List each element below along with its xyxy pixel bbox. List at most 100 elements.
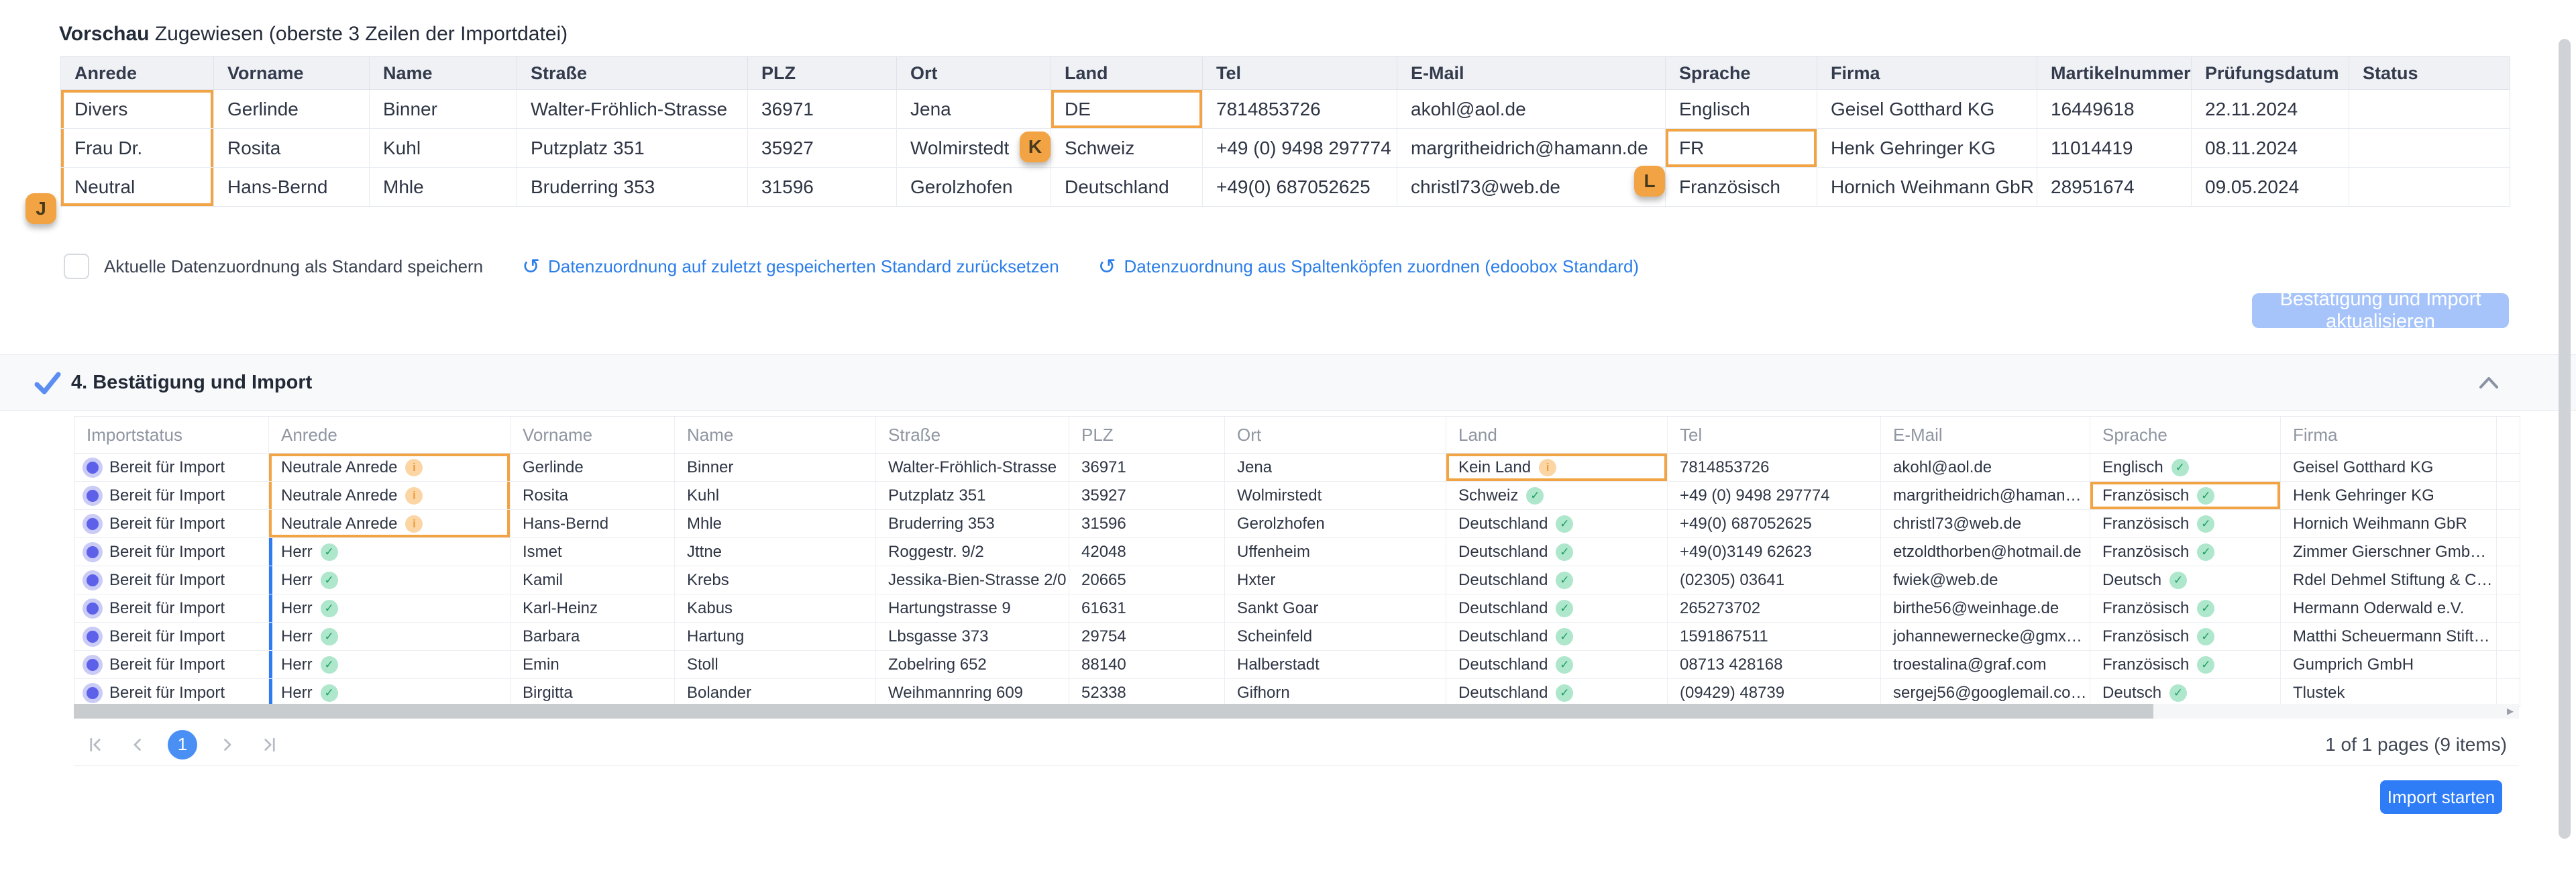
confirm-cell-email: akohl@aol.de bbox=[1881, 454, 2090, 482]
callout-badge-j: J bbox=[25, 193, 56, 224]
land-value: Deutschland bbox=[1458, 543, 1548, 562]
confirm-cell-strasse: Zobelring 652 bbox=[876, 651, 1069, 679]
confirm-cell-email: christl73@web.de bbox=[1881, 510, 2090, 538]
column-header: Importstatus bbox=[74, 417, 269, 454]
confirm-cell-status: Bereit für Import bbox=[74, 482, 269, 510]
confirm-cell-plz: 61631 bbox=[1069, 594, 1225, 623]
check-circle-icon: ✓ bbox=[2197, 487, 2214, 505]
anrede-value: Herr bbox=[281, 684, 313, 702]
pager-first-icon[interactable] bbox=[85, 735, 105, 755]
confirm-cell-firma: Zimmer Gierschner Gmb… bbox=[2281, 538, 2497, 566]
confirm-cell-ort: Sankt Goar bbox=[1225, 594, 1446, 623]
horizontal-scrollbar[interactable]: ▸ bbox=[74, 704, 2519, 719]
preview-cell: Gerolzhofen bbox=[897, 168, 1051, 206]
preview-cell: Hornich Weihmann GbR bbox=[1817, 168, 2037, 206]
column-header: PLZ bbox=[1069, 417, 1225, 454]
confirm-cell-status: Bereit für Import bbox=[74, 566, 269, 594]
confirm-section-header: 4. Bestätigung und Import bbox=[0, 354, 2576, 411]
confirm-cell-tel: (09429) 48739 bbox=[1668, 679, 1881, 707]
preview-cell bbox=[2349, 129, 2510, 168]
status-dot bbox=[87, 462, 99, 474]
pagination-bar: 1 1 of 1 pages (9 items) bbox=[74, 723, 2519, 766]
status-label: Bereit für Import bbox=[109, 486, 225, 505]
callout-badge-l: L bbox=[1634, 166, 1665, 197]
confirm-cell-ort: Scheinfeld bbox=[1225, 623, 1446, 651]
preview-cell: margritheidrich@hamann.de bbox=[1397, 129, 1666, 168]
pager-prev-icon[interactable] bbox=[128, 735, 148, 755]
scroll-right-arrow-icon[interactable]: ▸ bbox=[2507, 702, 2514, 719]
column-header: Status bbox=[2349, 57, 2510, 90]
land-value: Deutschland bbox=[1458, 571, 1548, 590]
preview-cell: Binner bbox=[370, 90, 517, 129]
check-circle-icon: ✓ bbox=[321, 628, 338, 645]
check-circle-icon: ✓ bbox=[321, 572, 338, 589]
chevron-up-icon[interactable] bbox=[2474, 368, 2504, 401]
confirm-cell-vorname: Birgitta bbox=[511, 679, 675, 707]
map-from-headers-link[interactable]: ↺ Datenzuordnung aus Spaltenköpfen zuord… bbox=[1098, 256, 1639, 277]
preview-cell: 09.05.2024 bbox=[2192, 168, 2349, 206]
column-header: Ort bbox=[897, 57, 1051, 90]
confirm-cell-plz: 20665 bbox=[1069, 566, 1225, 594]
confirm-cell-spacer bbox=[2497, 651, 2520, 679]
confirm-cell-strasse: Putzplatz 351 bbox=[876, 482, 1069, 510]
check-circle-icon: ✓ bbox=[2197, 515, 2214, 533]
confirm-cell-vorname: Barbara bbox=[511, 623, 675, 651]
confirm-cell-email: birthe56@weinhage.de bbox=[1881, 594, 2090, 623]
confirm-cell-plz: 36971 bbox=[1069, 454, 1225, 482]
confirm-row: Bereit für ImportHerr✓IsmetJttneRoggestr… bbox=[74, 538, 2520, 566]
reset-mapping-label: Datenzuordnung auf zuletzt gespeicherten… bbox=[548, 256, 1059, 277]
reset-mapping-link[interactable]: ↺ Datenzuordnung auf zuletzt gespeichert… bbox=[522, 256, 1059, 277]
confirm-cell-plz: 42048 bbox=[1069, 538, 1225, 566]
confirm-cell-spacer bbox=[2497, 538, 2520, 566]
status-label: Bereit für Import bbox=[109, 627, 225, 646]
update-confirmation-button[interactable]: Bestätigung und Import aktualisieren bbox=[2252, 293, 2509, 328]
confirm-cell-land: Deutschland✓ bbox=[1446, 510, 1668, 538]
preview-cell: 35927 bbox=[748, 129, 897, 168]
confirm-cell-name: Bolander bbox=[675, 679, 876, 707]
preview-cell: 36971 bbox=[748, 90, 897, 129]
check-circle-icon: ✓ bbox=[321, 600, 338, 617]
preview-cell: akohl@aol.de bbox=[1397, 90, 1666, 129]
status-label: Bereit für Import bbox=[109, 656, 225, 674]
confirm-cell-name: Hartung bbox=[675, 623, 876, 651]
vertical-scrollbar[interactable] bbox=[2559, 39, 2571, 839]
sprache-value: Deutsch bbox=[2102, 571, 2161, 590]
horizontal-scrollbar-thumb[interactable] bbox=[74, 704, 2153, 719]
preview-cell: Henk Gehringer KG bbox=[1817, 129, 2037, 168]
confirm-cell-firma: Henk Gehringer KG bbox=[2281, 482, 2497, 510]
preview-row: DiversGerlindeBinnerWalter-Fröhlich-Stra… bbox=[61, 90, 2510, 129]
confirm-cell-name: Kuhl bbox=[675, 482, 876, 510]
pager-page-1[interactable]: 1 bbox=[168, 730, 197, 760]
confirm-cell-land: Deutschland✓ bbox=[1446, 623, 1668, 651]
check-circle-icon: ✓ bbox=[2197, 600, 2214, 617]
confirm-cell-ort: Halberstadt bbox=[1225, 651, 1446, 679]
step-complete-check-icon bbox=[34, 370, 62, 400]
confirm-cell-firma: Tlustek bbox=[2281, 679, 2497, 707]
confirm-cell-email: johannewernecke@gmx… bbox=[1881, 623, 2090, 651]
start-import-button[interactable]: Import starten bbox=[2380, 780, 2502, 814]
save-mapping-checkbox[interactable] bbox=[64, 254, 89, 279]
preview-cell bbox=[2349, 168, 2510, 206]
confirm-cell-status: Bereit für Import bbox=[74, 623, 269, 651]
pager-next-icon[interactable] bbox=[217, 735, 237, 755]
preview-cell: Divers bbox=[61, 90, 214, 129]
confirm-cell-ort: Gerolzhofen bbox=[1225, 510, 1446, 538]
confirm-cell-strasse: Lbsgasse 373 bbox=[876, 623, 1069, 651]
confirm-cell-status: Bereit für Import bbox=[74, 651, 269, 679]
confirm-cell-anrede: Neutrale Anredei bbox=[269, 510, 511, 538]
confirm-cell-land: Deutschland✓ bbox=[1446, 538, 1668, 566]
column-header: E-Mail bbox=[1397, 57, 1666, 90]
preview-cell: 22.11.2024 bbox=[2192, 90, 2349, 129]
status-label: Bereit für Import bbox=[109, 599, 225, 618]
confirm-cell-plz: 52338 bbox=[1069, 679, 1225, 707]
confirm-cell-vorname: Kamil bbox=[511, 566, 675, 594]
sprache-value: Französisch bbox=[2102, 543, 2189, 562]
pagination-summary: 1 of 1 pages (9 items) bbox=[2325, 734, 2507, 755]
confirm-cell-name: Krebs bbox=[675, 566, 876, 594]
pager-last-icon[interactable] bbox=[260, 735, 280, 755]
land-value: Schweiz bbox=[1458, 486, 1518, 505]
preview-cell: 16449618 bbox=[2037, 90, 2192, 129]
confirm-row: Bereit für ImportHerr✓Karl-HeinzKabusHar… bbox=[74, 594, 2520, 623]
check-circle-icon: ✓ bbox=[1526, 487, 1544, 505]
confirm-row: Bereit für ImportHerr✓KamilKrebsJessika-… bbox=[74, 566, 2520, 594]
